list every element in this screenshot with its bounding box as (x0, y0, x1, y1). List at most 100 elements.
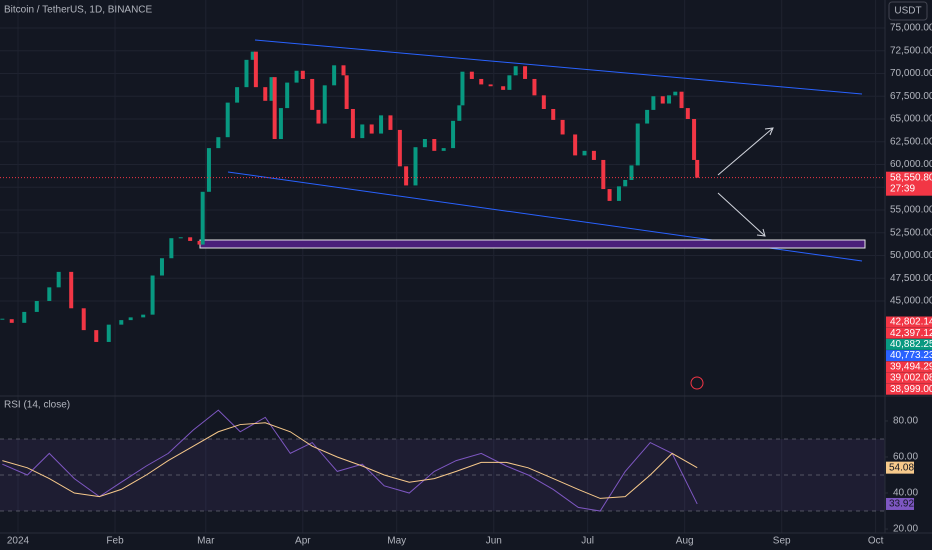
candle (582, 150, 587, 156)
candle (344, 75, 349, 109)
rsi-title: RSI (14, close) (4, 400, 70, 411)
x-tick-label: Mar (197, 536, 215, 547)
candle (673, 91, 678, 96)
y-tick-label: 40.00 (893, 488, 918, 499)
y-tick-label: 65,000.00 (890, 114, 932, 125)
x-tick-label: Sep (773, 536, 791, 547)
candle (685, 108, 690, 119)
price-label: 40,773.23 (890, 350, 932, 361)
y-tick-label: 60,000.00 (890, 159, 932, 170)
candle (159, 258, 164, 276)
candle (551, 108, 556, 120)
grid (0, 0, 885, 533)
candle (47, 287, 52, 301)
candle (225, 102, 230, 138)
candle (501, 86, 506, 90)
candle (645, 109, 650, 124)
candle (460, 71, 465, 106)
x-tick-label: Jun (486, 536, 502, 547)
price-label-box (886, 372, 932, 384)
candle (591, 150, 596, 160)
candle (341, 65, 346, 76)
candle (441, 148, 446, 151)
arrow-up (717, 127, 774, 176)
candle (0, 318, 5, 320)
candle (332, 65, 337, 86)
support-zone (199, 239, 866, 249)
y-tick-label: 20.00 (893, 524, 918, 535)
candle (629, 165, 634, 180)
candle (560, 119, 565, 135)
x-tick-label: May (387, 536, 406, 547)
arrow-down-head (756, 228, 766, 237)
candle (106, 324, 111, 342)
rsi-line (2, 422, 698, 499)
y-tick-label: 52,500.00 (890, 227, 932, 238)
value-box (886, 461, 914, 474)
currency[interactable]: USDT (894, 6, 921, 17)
candle (253, 51, 258, 88)
price-label: 40,882.25 (890, 339, 932, 350)
x-tick-label: Apr (295, 536, 311, 547)
candle (128, 317, 133, 321)
value-box (886, 497, 914, 510)
price-label-box (886, 316, 932, 328)
y-tick-label: 70,000.00 (890, 68, 932, 79)
price-label-box (886, 327, 932, 339)
candle (413, 147, 418, 186)
candle (56, 271, 61, 288)
y-tick-label: 67,500.00 (890, 91, 932, 102)
currency-box[interactable] (888, 1, 928, 21)
x-tick-label: Feb (106, 536, 124, 547)
candle (532, 78, 537, 96)
candle (479, 78, 484, 85)
y-tick-label: 50,000.00 (890, 250, 932, 261)
candle (457, 105, 462, 121)
x-tick-label: Jul (581, 536, 594, 547)
candle (469, 71, 474, 79)
candle (388, 115, 393, 130)
y-tick-label: 45,000.00 (890, 296, 932, 307)
value-label: 54.08 (889, 462, 914, 473)
candle (651, 96, 656, 110)
price-label: 42,802.14 (890, 317, 932, 328)
candle (141, 314, 146, 318)
x-tick-label: Oct (868, 536, 884, 547)
last-price-box (886, 171, 932, 196)
candle (660, 96, 665, 104)
candle (150, 275, 155, 315)
value-label: 33.92 (889, 499, 914, 510)
candle (404, 166, 409, 186)
last-price: 58,550.80 (890, 172, 932, 183)
candle (294, 70, 299, 83)
candle (188, 237, 193, 241)
y-tick-label: 75,000.00 (890, 23, 932, 34)
candle (300, 70, 305, 79)
candle (507, 75, 512, 90)
candle (272, 77, 277, 140)
candle (695, 159, 700, 178)
y-tick-label: 80.00 (893, 416, 918, 427)
candle (513, 66, 518, 76)
rsi-line (2, 409, 698, 512)
x-tick-label: 2024 (7, 536, 30, 547)
y-tick-label: 62,500.00 (890, 136, 932, 147)
candle (244, 59, 249, 88)
alert-icon (690, 376, 704, 390)
candle (206, 148, 211, 192)
candle (369, 124, 374, 134)
x-tick-label: Aug (676, 536, 694, 547)
price-label: 39,494.29 (890, 361, 932, 372)
candle (488, 84, 493, 87)
candle (679, 91, 684, 109)
y-tick-label: 72,500.00 (890, 45, 932, 56)
candle (285, 82, 290, 109)
price-label: 39,002.08 (890, 373, 932, 384)
candle (432, 139, 437, 151)
plot (0, 51, 885, 512)
candle (316, 109, 321, 124)
candle (81, 308, 86, 331)
candle (616, 186, 621, 201)
y-tick-label: 55,000.00 (890, 205, 932, 216)
